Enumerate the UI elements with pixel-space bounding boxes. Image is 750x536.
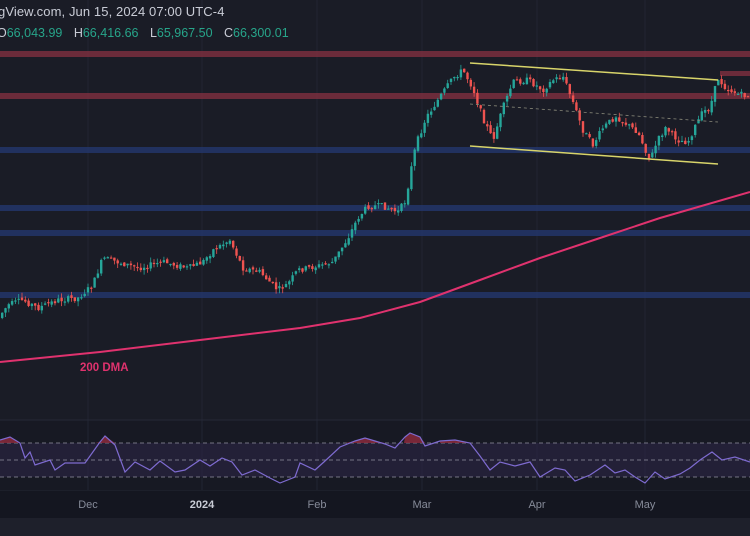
time-axis-tick: 2024: [189, 499, 215, 511]
dma-line: [0, 191, 750, 363]
rsi-indicator: [0, 432, 750, 484]
time-axis-tick: Mar: [412, 499, 432, 511]
bottom-bar: [0, 518, 750, 536]
time-axis-tick: Dec: [78, 499, 98, 511]
dma-label: 200 DMA: [80, 362, 129, 374]
time-axis-tick: Feb: [307, 499, 327, 511]
time-axis-tick: May: [634, 499, 656, 511]
candlestick-series: [1, 64, 750, 320]
time-axis-tick: Apr: [528, 499, 546, 511]
price-channel: [469, 62, 719, 165]
time-axis[interactable]: Dec 2024 Feb Mar Apr May: [0, 490, 750, 519]
